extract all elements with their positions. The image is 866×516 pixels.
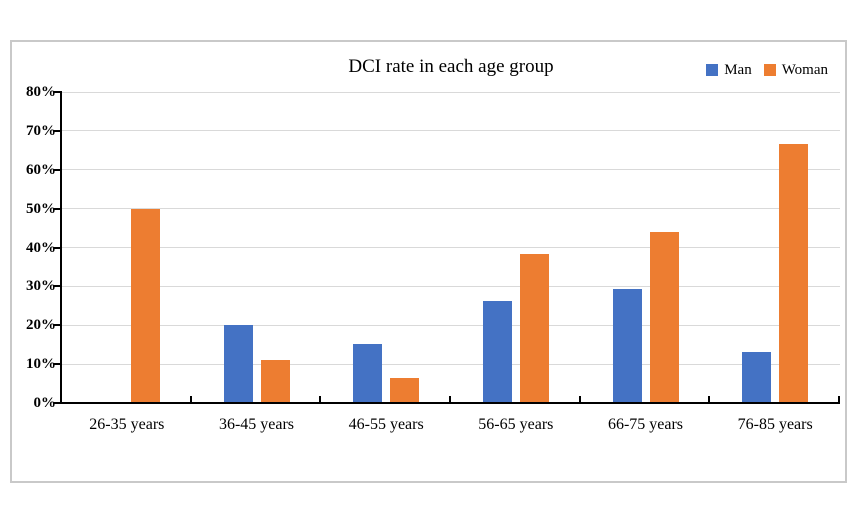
x-axis-category-label: 36-45 years — [218, 416, 295, 433]
x-axis-category-label: 66-75 years — [607, 416, 684, 433]
y-axis-tick-label: 40% — [26, 239, 56, 256]
man-legend-swatch-icon — [706, 64, 719, 76]
man-legend-item: Man — [706, 62, 752, 78]
woman-bar — [260, 359, 290, 403]
man-bar — [482, 300, 512, 403]
y-axis-tick-label: 30% — [26, 278, 56, 295]
woman-bar — [649, 231, 679, 403]
gridline — [62, 285, 840, 287]
y-axis-tick — [53, 168, 61, 171]
y-axis-tick — [53, 207, 61, 210]
x-axis-tick — [708, 396, 711, 403]
y-axis-line — [60, 91, 62, 403]
y-axis-tick-label: 50% — [26, 200, 56, 217]
x-axis-category-label: 26-35 years — [89, 416, 165, 433]
x-axis-category-label: 56-65 years — [478, 416, 554, 433]
woman-legend-label: Woman — [781, 62, 828, 78]
gridline — [62, 324, 840, 326]
woman-bar — [779, 143, 809, 403]
woman-bar — [130, 208, 160, 403]
y-axis-tick — [53, 324, 61, 327]
y-axis-tick-label: 80% — [26, 84, 56, 100]
x-axis-tick — [838, 396, 840, 403]
y-axis-tick-label: 70% — [26, 122, 56, 139]
woman-bar — [390, 377, 420, 403]
x-axis-line — [60, 402, 840, 404]
y-axis-tick-label: 60% — [26, 161, 56, 178]
gridline — [62, 247, 840, 248]
y-axis-tick — [53, 246, 61, 249]
man-bar — [742, 352, 772, 403]
man-bar — [353, 343, 383, 403]
gridline — [62, 169, 840, 171]
gridline — [62, 91, 840, 93]
x-axis-tick — [578, 396, 581, 403]
x-axis-tick — [449, 396, 451, 403]
x-axis-tick — [319, 396, 322, 403]
gridline — [62, 363, 840, 365]
woman-bar — [519, 254, 549, 403]
y-axis-tick — [53, 91, 61, 93]
y-axis-tick — [53, 363, 61, 366]
man-legend-label: Man — [724, 62, 752, 78]
y-axis-tick-label: 0% — [33, 395, 57, 411]
x-axis-category-label: 46-55 years — [348, 416, 424, 433]
y-axis-tick — [53, 402, 61, 404]
y-axis-tick — [53, 285, 61, 288]
man-bar — [223, 325, 253, 403]
chart-title: DCI rate in each age group — [348, 56, 554, 77]
woman-legend-swatch-icon — [763, 64, 776, 76]
y-axis-tick-label: 10% — [26, 356, 56, 373]
x-axis-category-label: 76-85 years — [737, 416, 813, 433]
gridline — [62, 208, 840, 210]
legend: Man Woman — [706, 62, 828, 78]
x-axis-tick — [189, 396, 192, 403]
y-axis-tick — [53, 129, 61, 132]
woman-legend-item: Woman — [763, 62, 828, 78]
y-axis-tick-label: 20% — [26, 317, 56, 334]
gridline — [62, 130, 840, 132]
man-bar — [612, 288, 642, 403]
